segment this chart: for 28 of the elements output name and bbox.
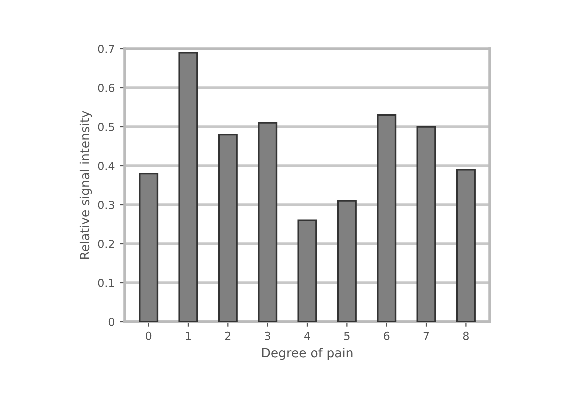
y-tick-label: 0.3 [98, 200, 114, 210]
x-tick-label: 7 [424, 332, 430, 340]
bar [377, 114, 397, 322]
y-axis-title: Relative signal intensity [80, 111, 92, 260]
x-tick-label: 2 [225, 332, 231, 340]
bar [258, 122, 278, 322]
y-tick-label: 0.6 [98, 84, 115, 92]
bar [139, 172, 159, 322]
x-tick-label: 5 [344, 332, 350, 340]
x-tick-label: 1 [186, 332, 191, 340]
x-tick-label: 4 [304, 332, 310, 340]
x-axis-title: Degree of pain [262, 348, 353, 360]
y-tick-label: 0.5 [98, 122, 114, 132]
y-tick-label: 0 [108, 318, 115, 326]
x-tick-label: 8 [463, 332, 469, 340]
y-tick-label: 0.4 [98, 162, 115, 170]
x-tick-label: 6 [384, 332, 390, 340]
bar [456, 169, 476, 322]
y-tick-label: 0.1 [98, 278, 114, 288]
y-tick-label: 0.2 [98, 240, 114, 248]
bar [337, 200, 357, 322]
bar [298, 220, 318, 322]
bar [218, 134, 238, 322]
x-tick-label: 0 [146, 332, 152, 340]
bar [416, 126, 436, 322]
bar [178, 52, 198, 322]
x-tick-label: 3 [265, 332, 270, 340]
y-tick-label: 0.7 [98, 44, 114, 54]
